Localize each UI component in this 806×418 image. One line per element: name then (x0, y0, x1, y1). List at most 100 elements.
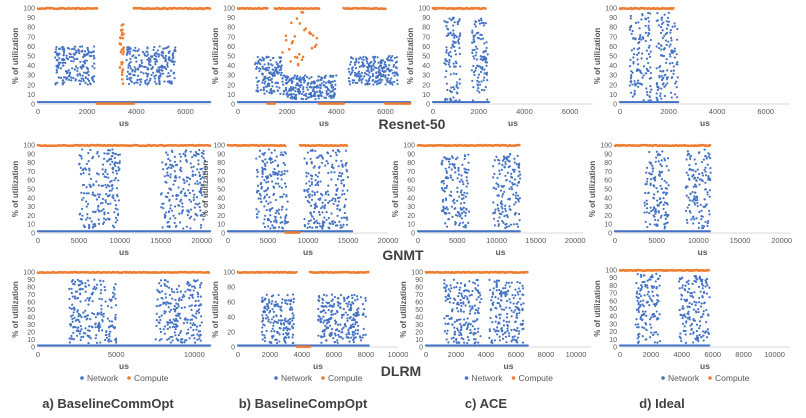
y-tick-label: 70 (604, 169, 612, 176)
network-point (184, 153, 187, 156)
network-point (173, 176, 177, 179)
network-point (179, 331, 182, 335)
network-point (146, 50, 149, 54)
network-point (73, 48, 76, 51)
network-point (178, 176, 181, 179)
network-point (335, 159, 338, 162)
network-point (160, 54, 163, 57)
network-point (88, 325, 91, 328)
y-tick-label: 70 (27, 169, 35, 176)
network-point (685, 194, 688, 197)
network-point (261, 152, 264, 155)
network-point (509, 223, 513, 226)
network-point (111, 148, 114, 151)
network-point (92, 287, 95, 290)
network-point (82, 172, 85, 175)
network-point (64, 61, 67, 65)
network-point (314, 226, 318, 229)
network-point (93, 67, 96, 70)
network-point (191, 170, 194, 173)
network-point (103, 213, 106, 216)
network-point (113, 288, 116, 291)
network-point (140, 59, 143, 62)
network-point (267, 202, 270, 205)
network-point (101, 184, 105, 187)
compute-point (297, 52, 301, 56)
network-point (361, 77, 364, 80)
compute-point (122, 50, 126, 53)
network-point (695, 195, 698, 198)
y-tick-label: 50 (217, 187, 225, 194)
network-point (300, 97, 303, 100)
network-point (82, 79, 85, 83)
network-point (70, 334, 73, 338)
network-point (269, 208, 272, 211)
network-point (92, 183, 95, 186)
network-point (706, 191, 709, 194)
network-point (263, 151, 266, 155)
network-point (645, 182, 648, 186)
network-point (657, 160, 660, 163)
network-point (445, 212, 448, 215)
network-point (456, 186, 459, 189)
network-point (91, 312, 94, 315)
network-point (134, 56, 138, 59)
network-point (395, 66, 398, 69)
network-point (513, 223, 516, 226)
network-point (102, 173, 105, 176)
network-point (74, 295, 77, 298)
network-point (387, 73, 390, 77)
network-point (455, 35, 458, 39)
network-point (467, 168, 470, 171)
network-point (185, 194, 188, 197)
network-point (340, 179, 343, 182)
network-point (378, 73, 381, 77)
network-point (471, 49, 474, 52)
network-point (303, 189, 306, 193)
network-point (61, 82, 64, 85)
network-point (474, 20, 478, 23)
network-point (115, 216, 118, 219)
network-point (108, 185, 111, 188)
network-point (303, 157, 306, 160)
network-point (447, 52, 450, 55)
network-point (644, 31, 647, 34)
network-point (359, 56, 362, 59)
network-point (191, 174, 194, 177)
network-point (133, 70, 137, 73)
network-point (482, 79, 485, 82)
network-point (286, 95, 289, 98)
network-point (296, 82, 299, 85)
network-point (662, 207, 665, 211)
network-point (298, 79, 301, 83)
network-point (166, 221, 169, 224)
network-point (685, 185, 688, 188)
network-point (338, 196, 341, 199)
network-point (74, 65, 78, 68)
x-tick-label: 2000 (279, 107, 296, 116)
network-point (664, 39, 668, 42)
network-point (322, 80, 325, 83)
network-point (464, 211, 467, 215)
network-point (320, 95, 323, 98)
network-point (305, 98, 308, 101)
network-point (643, 201, 646, 204)
network-point (173, 325, 176, 329)
network-point (89, 83, 92, 86)
network-point (354, 81, 357, 85)
network-point (663, 227, 666, 230)
network-point (513, 161, 516, 164)
network-point (329, 75, 332, 78)
network-point (199, 190, 203, 193)
y-tick-label: 40 (27, 195, 35, 202)
network-point (518, 162, 521, 165)
network-point (92, 45, 96, 48)
network-point (358, 79, 361, 82)
network-point (688, 203, 691, 207)
network-point (501, 195, 504, 198)
network-point (498, 169, 501, 172)
network-point (327, 193, 330, 196)
network-point (449, 32, 452, 35)
network-point (465, 179, 469, 182)
